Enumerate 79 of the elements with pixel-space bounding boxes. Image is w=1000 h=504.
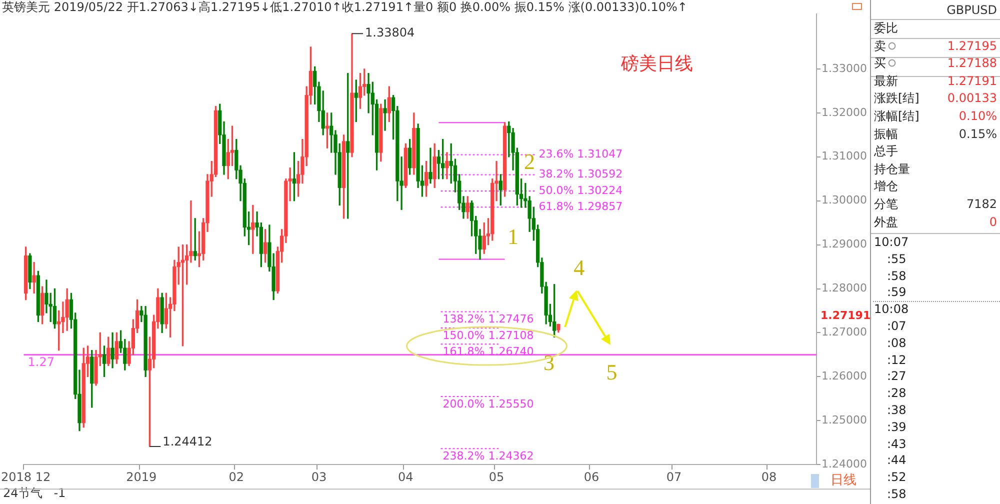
text: :07 (887, 319, 906, 333)
annotation: 1 (508, 224, 519, 249)
candlestick (428, 148, 432, 184)
annotation: 1.33804 (365, 26, 415, 40)
category-label: 持仓量 (874, 162, 910, 176)
x-tick-label: 2018 12 (1, 470, 51, 484)
text: :58 (887, 487, 906, 501)
category-label: 委比 (874, 21, 898, 35)
text: :39 (887, 420, 906, 434)
y-tick-label: 1.24000 (822, 457, 868, 470)
text: GBPUSD (946, 3, 997, 17)
ref-line-label: 50.0% 1.30224 (538, 184, 623, 197)
x-tick-label: 07 (666, 470, 682, 484)
ref-line-label: 200.0% 1.25550 (442, 397, 534, 410)
text: 0.15% (958, 126, 997, 141)
ref-line-label: 23.6% 1.31047 (538, 148, 623, 161)
annotation: 1.24412 (162, 434, 212, 449)
ref-line-label: 1.27 (28, 354, 54, 369)
text: 1.27195 (947, 38, 997, 53)
annotation: 磅美日线 (620, 54, 693, 75)
x-tick-label: 05 (488, 470, 504, 484)
y-tick-label: 1.25000 (822, 414, 868, 426)
x-tick-label: 03 (311, 470, 327, 484)
category-label: 总手 (874, 144, 898, 158)
annotation: 2 (524, 149, 536, 174)
candlestick (32, 262, 36, 294)
text: :28 (887, 386, 906, 400)
x-tick-label: 02 (228, 470, 244, 484)
text: 1.27191 (947, 74, 997, 88)
text: 日线 (830, 472, 856, 488)
y-tick-label: 1.26000 (822, 370, 868, 383)
text: :43 (887, 436, 906, 451)
x-tick-label: 2019 (126, 470, 157, 484)
annotation: 3 (543, 350, 554, 376)
category-label: 增仓 (874, 179, 898, 194)
y-tick-label: 1.33000 (822, 62, 868, 75)
text: 0.10% (958, 109, 997, 123)
category-label: 涨跌[结] (874, 91, 920, 106)
ref-line-label: 61.8% 1.29857 (538, 200, 623, 213)
text: 1.27188 (947, 56, 997, 70)
annotation: 5 (606, 359, 618, 384)
text: 10:08 (874, 302, 909, 316)
ref-line-label: 138.2% 1.27476 (442, 312, 534, 326)
text: :27 (887, 369, 906, 384)
ref-line-label: 38.2% 1.30592 (538, 168, 623, 181)
text: :12 (887, 352, 906, 367)
y-tick-label: 1.31000 (822, 150, 868, 163)
text: 7182 (966, 197, 997, 211)
text: :59 (887, 285, 906, 300)
x-tick-label: 08 (761, 470, 777, 484)
candlestick (383, 99, 387, 131)
category-label: 外盘 (874, 214, 898, 229)
annotation: 4 (574, 255, 585, 280)
x-tick-label: 04 (398, 470, 414, 484)
text: :44 (887, 453, 906, 468)
category-label: 分笔 (874, 197, 898, 211)
category-label: 涨幅[结] (874, 109, 920, 123)
category-label: 振幅 (874, 126, 898, 141)
y-tick-label: 1.30000 (822, 194, 868, 207)
category-label: 最新 (874, 74, 898, 88)
chart-title: 英镑美元 2019/05/22 开1.27063↓高1.27195↓低1.27010↑收1.27191↑量0 额0 换0.00% 振0.15% 涨(0.00133)0.10%↑ (2, 0, 688, 14)
category-label: 卖 (874, 38, 886, 53)
y-tick-label: 1.27000 (822, 326, 868, 339)
text: 1.27191 (820, 309, 871, 322)
text: 0 (989, 214, 997, 229)
text: 10:07 (874, 235, 909, 249)
ref-line-label: 238.2% 1.24362 (442, 450, 534, 463)
text: :52 (887, 470, 906, 484)
x-tick-label: 06 (584, 470, 600, 484)
y-tick-label: 1.29000 (822, 238, 868, 251)
text: :55 (887, 252, 906, 266)
text: :38 (887, 403, 906, 417)
y-tick-label: 1.28000 (822, 282, 868, 295)
category-label: 买 (874, 56, 886, 70)
y-tick-label: 1.32000 (822, 106, 868, 119)
text: 0.00133 (947, 91, 997, 106)
ref-line-label: 150.0% 1.27108 (442, 328, 534, 342)
text: :58 (887, 268, 906, 283)
text: :08 (887, 336, 906, 350)
